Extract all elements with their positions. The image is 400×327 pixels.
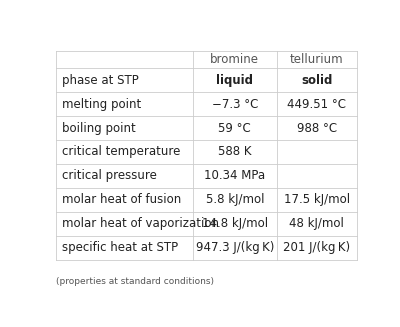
Text: phase at STP: phase at STP bbox=[62, 74, 138, 87]
Text: specific heat at STP: specific heat at STP bbox=[62, 241, 178, 254]
Text: tellurium: tellurium bbox=[290, 53, 344, 66]
Text: 5.8 kJ/mol: 5.8 kJ/mol bbox=[206, 193, 264, 206]
Text: molar heat of fusion: molar heat of fusion bbox=[62, 193, 181, 206]
Text: 988 °C: 988 °C bbox=[297, 122, 337, 135]
Text: solid: solid bbox=[301, 74, 332, 87]
Text: 588 K: 588 K bbox=[218, 146, 252, 159]
Text: melting point: melting point bbox=[62, 98, 141, 111]
Text: 201 J/(kg K): 201 J/(kg K) bbox=[283, 241, 350, 254]
Text: 947.3 J/(kg K): 947.3 J/(kg K) bbox=[196, 241, 274, 254]
Text: −7.3 °C: −7.3 °C bbox=[212, 98, 258, 111]
Text: 14.8 kJ/mol: 14.8 kJ/mol bbox=[202, 217, 268, 230]
Text: (properties at standard conditions): (properties at standard conditions) bbox=[56, 277, 214, 286]
Text: bromine: bromine bbox=[210, 53, 259, 66]
Text: boiling point: boiling point bbox=[62, 122, 135, 135]
Text: 449.51 °C: 449.51 °C bbox=[287, 98, 346, 111]
Text: 10.34 MPa: 10.34 MPa bbox=[204, 169, 265, 182]
Text: 17.5 kJ/mol: 17.5 kJ/mol bbox=[284, 193, 350, 206]
Text: liquid: liquid bbox=[216, 74, 253, 87]
Text: critical pressure: critical pressure bbox=[62, 169, 156, 182]
Text: critical temperature: critical temperature bbox=[62, 146, 180, 159]
Text: molar heat of vaporization: molar heat of vaporization bbox=[62, 217, 219, 230]
Text: 59 °C: 59 °C bbox=[218, 122, 251, 135]
Text: 48 kJ/mol: 48 kJ/mol bbox=[289, 217, 344, 230]
